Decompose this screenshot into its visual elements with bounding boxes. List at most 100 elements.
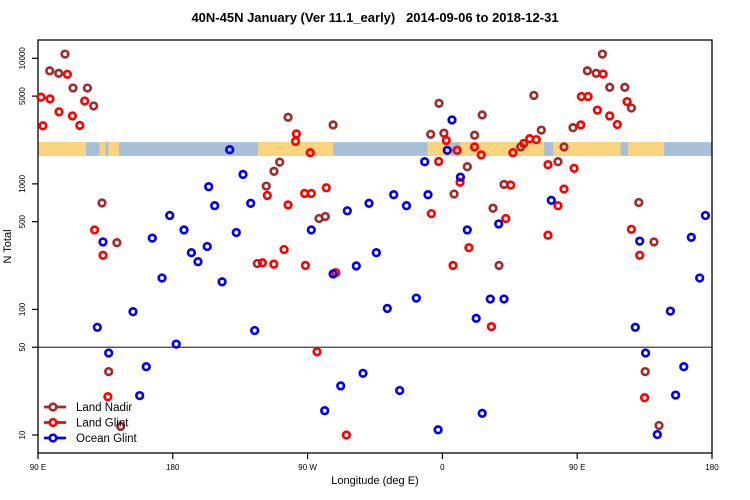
x-tick-label: 180 [166,463,180,472]
data-point [89,225,100,235]
data-point [476,150,486,160]
data-point [320,211,330,222]
data-point [305,148,315,158]
data-point [306,188,316,199]
data-point [434,98,444,108]
y-tick-label: 5000 [18,87,27,105]
data-point [477,110,487,120]
data-point [686,232,696,242]
y-tick-label: 50 [18,342,27,351]
data-point [246,198,256,208]
data-point [171,339,181,349]
data-point [553,201,563,211]
data-point [389,190,399,200]
data-point [54,68,64,78]
data-point [426,129,436,139]
data-point [60,49,70,59]
data-point [116,421,126,432]
data-point [92,322,102,332]
data-point [112,238,122,248]
y-tick-label: 500 [18,214,27,228]
data-point [559,184,569,194]
data-point [80,96,90,106]
legend: Land Nadir Land Glint Ocean Glint [44,402,138,445]
data-point [364,198,374,208]
data-point [449,189,459,199]
data-point [135,390,145,401]
data-point [262,190,272,201]
data-point [700,210,711,221]
data-point [290,136,301,147]
data-point [312,347,322,357]
data-point [75,120,85,131]
data-point [321,183,331,193]
data-point [569,163,579,173]
data-point [654,420,664,431]
data-point [543,160,553,170]
data-point [469,142,480,152]
data-point [306,225,316,235]
data-point [141,362,151,372]
data-point [82,83,93,93]
data-point [439,128,449,138]
data-point [128,307,138,317]
data-point [395,385,405,396]
data-point [231,227,241,238]
x-tick-label: 90 W [298,463,317,472]
data-point [441,135,451,146]
data-point [336,381,346,391]
x-tick-label: 180 [705,463,719,472]
legend-label: Ocean Glint [76,433,138,445]
data-point [448,260,458,271]
x-axis-label: Longitude (deg E) [331,475,418,487]
y-tick-label: 1000 [18,174,27,192]
data-point [598,69,608,79]
data-point [612,119,622,130]
data-point [204,182,214,192]
data-point [411,293,421,303]
data-point [341,430,352,440]
data-point [426,208,436,219]
data-point [635,250,645,260]
data-point [89,101,99,111]
data-point [649,237,659,247]
data-point [279,244,289,255]
y-axis-label: N Total [2,229,14,263]
data-point [488,203,498,213]
data-point [328,120,338,130]
data-point [462,225,472,235]
series-land-glint [36,69,650,440]
data-point [494,219,504,229]
land-ocean-band [38,142,712,156]
data-point [640,366,650,377]
data-point [452,145,462,155]
data-point [104,366,114,377]
data-point [531,134,541,145]
data-point [300,260,311,271]
data-point [179,225,189,235]
x-tick-label: 90 E [569,463,585,472]
data-point [103,392,113,402]
data-point [519,138,529,149]
data-point [269,259,279,269]
data-point [462,162,472,172]
data-point [583,91,593,102]
data-point [447,115,457,125]
legend-label: Land Glint [76,418,129,430]
data-point [665,306,676,316]
data-point [261,181,271,191]
data-point [485,294,495,304]
data-point [546,195,556,205]
legend-marker [48,417,58,428]
data-point [553,157,563,167]
data-point [635,236,645,246]
data-point [186,248,197,258]
data-point [225,145,235,155]
data-point [543,230,553,240]
data-point [36,92,46,102]
data-point [269,166,279,176]
plot-frame [37,39,713,454]
data-point [217,277,227,287]
data-point [250,325,260,336]
